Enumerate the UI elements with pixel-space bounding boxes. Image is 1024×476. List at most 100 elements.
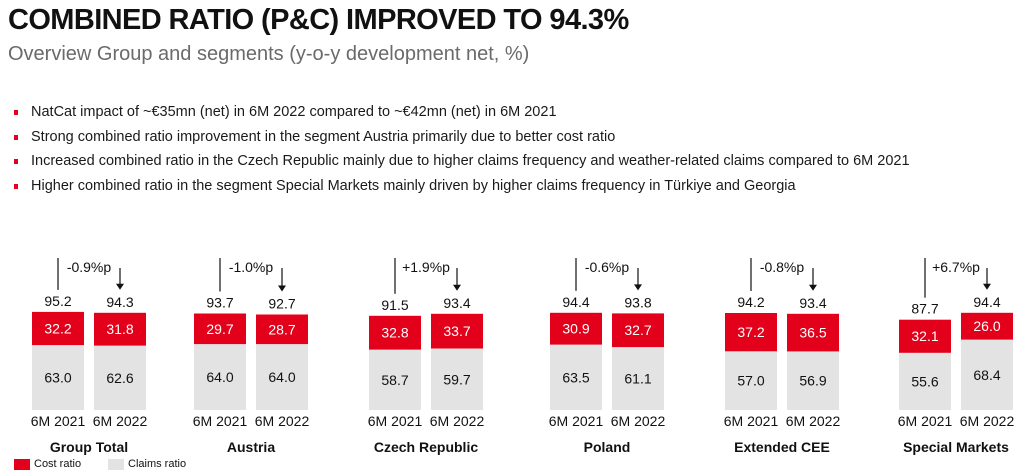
claims-value-label: 58.7	[381, 372, 408, 388]
cost-value-label: 36.5	[799, 325, 826, 341]
cost-value-label: 32.7	[624, 322, 651, 338]
cost-bar	[787, 313, 839, 352]
claims-bar	[431, 348, 483, 410]
cost-value-label: 26.0	[973, 318, 1000, 334]
cost-bar	[550, 312, 602, 345]
cost-bar	[194, 313, 246, 345]
bullet-square-icon	[14, 159, 18, 164]
total-value-label: 94.2	[737, 294, 764, 310]
cost-value-label: 30.9	[562, 321, 589, 337]
total-value-label: 93.8	[624, 294, 651, 310]
claims-value-label: 63.5	[562, 369, 589, 385]
total-value-label: 94.4	[973, 294, 1000, 310]
period-tick-label: 6M 2021	[368, 413, 423, 429]
legend-label-cost: Cost ratio	[34, 458, 82, 470]
change-arrow-head-icon	[809, 284, 817, 291]
claims-bar	[961, 339, 1013, 410]
cost-value-label: 32.2	[44, 321, 71, 337]
legend-swatch-cost	[14, 459, 30, 470]
total-value-label: 91.5	[381, 297, 408, 313]
legend-swatch-claims	[108, 459, 124, 470]
cost-bar	[32, 311, 84, 346]
change-value-label: -1.0%p	[229, 259, 274, 275]
bullet-square-icon	[14, 134, 18, 140]
segment-name-label: Poland	[584, 439, 631, 455]
cost-value-label: 31.8	[106, 321, 133, 337]
change-arrow-head-icon	[983, 283, 991, 290]
period-tick-label: 6M 2021	[193, 413, 248, 429]
change-arrow-head-icon	[453, 284, 461, 291]
change-value-label: -0.6%p	[585, 259, 630, 275]
claims-bar	[256, 344, 308, 410]
cost-value-label: 32.1	[911, 328, 938, 344]
page-title: COMBINED RATIO (P&C) IMPROVED TO 94.3%	[8, 4, 629, 36]
bullet-text: Strong combined ratio improvement in the…	[31, 128, 616, 145]
change-value-label: +1.9%p	[402, 259, 450, 275]
bullet-item: Higher combined ratio in the segment Spe…	[14, 178, 910, 203]
change-value-label: +6.7%p	[932, 259, 980, 275]
segment-name-label: Austria	[227, 439, 275, 455]
cost-bar	[725, 313, 777, 352]
claims-value-label: 59.7	[443, 371, 470, 387]
bullet-square-icon	[14, 110, 18, 115]
claims-bar	[550, 344, 602, 410]
total-value-label: 93.7	[206, 295, 233, 311]
change-value-label: -0.8%p	[760, 259, 805, 275]
bullet-text: NatCat impact of ~€35mn (net) in 6M 2022…	[31, 104, 557, 120]
claims-bar	[787, 351, 839, 410]
cost-bar	[369, 315, 421, 350]
claims-value-label: 63.0	[44, 370, 71, 386]
total-value-label: 95.2	[44, 293, 71, 309]
claims-value-label: 57.0	[737, 373, 764, 389]
period-tick-label: 6M 2022	[960, 413, 1015, 429]
claims-value-label: 61.1	[624, 371, 651, 387]
claims-value-label: 56.9	[799, 373, 826, 389]
bullet-text: Higher combined ratio in the segment Spe…	[31, 177, 796, 194]
total-value-label: 94.3	[106, 294, 133, 310]
segment-name-label: Extended CEE	[734, 439, 830, 455]
cost-bar	[899, 319, 951, 353]
claims-bar	[725, 351, 777, 410]
legend-label-claims: Claims ratio	[128, 458, 187, 470]
cost-bar	[431, 313, 483, 349]
period-tick-label: 6M 2022	[786, 413, 841, 429]
cost-value-label: 28.7	[268, 321, 295, 337]
cost-bar	[612, 313, 664, 348]
cost-bar	[256, 314, 308, 345]
bullet-item: Strong combined ratio improvement in the…	[14, 129, 910, 154]
total-value-label: 92.7	[268, 296, 295, 312]
period-tick-label: 6M 2022	[430, 413, 485, 429]
claims-bar	[612, 347, 664, 410]
claims-value-label: 64.0	[268, 369, 295, 385]
total-value-label: 93.4	[799, 295, 826, 311]
claims-bar	[32, 345, 84, 410]
bullet-square-icon	[14, 183, 18, 189]
claims-bar	[94, 345, 146, 410]
claims-value-label: 68.4	[973, 367, 1000, 383]
change-arrow-head-icon	[116, 283, 124, 290]
cost-bar	[94, 312, 146, 346]
cost-value-label: 37.2	[737, 324, 764, 340]
period-tick-label: 6M 2022	[611, 413, 666, 429]
cost-value-label: 29.7	[206, 321, 233, 337]
segment-name-label: Group Total	[50, 439, 128, 455]
change-value-label: -0.9%p	[67, 259, 112, 275]
claims-value-label: 64.0	[206, 369, 233, 385]
change-arrow-head-icon	[634, 284, 642, 291]
total-value-label: 93.4	[443, 295, 470, 311]
segment-name-label: Special Markets	[903, 439, 1009, 455]
period-tick-label: 6M 2021	[898, 413, 953, 429]
segment-name-label: Czech Republic	[374, 439, 478, 455]
period-tick-label: 6M 2021	[724, 413, 779, 429]
bullet-text: Increased combined ratio in the Czech Re…	[31, 153, 910, 169]
claims-bar	[369, 349, 421, 410]
period-tick-label: 6M 2021	[31, 413, 86, 429]
total-value-label: 94.4	[562, 294, 589, 310]
period-tick-label: 6M 2021	[549, 413, 604, 429]
bullet-item: Increased combined ratio in the Czech Re…	[14, 153, 910, 178]
bullet-item: NatCat impact of ~€35mn (net) in 6M 2022…	[14, 104, 910, 129]
cost-value-label: 33.7	[443, 323, 470, 339]
claims-bar	[899, 352, 951, 410]
cost-value-label: 32.8	[381, 325, 408, 341]
